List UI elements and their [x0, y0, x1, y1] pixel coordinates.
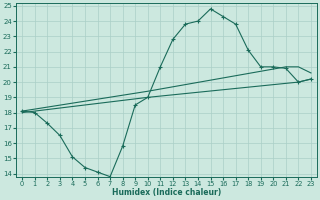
X-axis label: Humidex (Indice chaleur): Humidex (Indice chaleur) — [112, 188, 221, 197]
